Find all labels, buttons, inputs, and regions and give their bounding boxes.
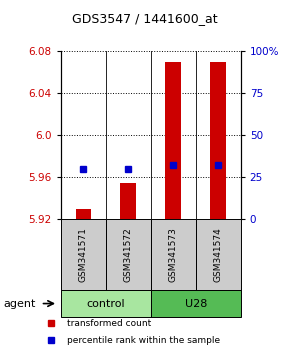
Text: U28: U28: [184, 298, 207, 309]
Text: control: control: [86, 298, 125, 309]
Bar: [120, 183, 136, 219]
Text: transformed count: transformed count: [67, 319, 152, 328]
Text: GSM341571: GSM341571: [79, 227, 88, 282]
Text: agent: agent: [3, 298, 35, 309]
Bar: [75, 209, 91, 219]
Bar: [106, 219, 151, 290]
Bar: [196, 219, 241, 290]
Bar: [61, 290, 151, 317]
Text: GDS3547 / 1441600_at: GDS3547 / 1441600_at: [72, 12, 218, 25]
Bar: [210, 62, 226, 219]
Bar: [151, 219, 196, 290]
Bar: [165, 62, 181, 219]
Text: GSM341572: GSM341572: [124, 228, 133, 282]
Text: GSM341574: GSM341574: [214, 228, 223, 282]
Bar: [151, 290, 241, 317]
Text: percentile rank within the sample: percentile rank within the sample: [67, 336, 220, 345]
Text: GSM341573: GSM341573: [169, 227, 178, 282]
Bar: [61, 219, 106, 290]
